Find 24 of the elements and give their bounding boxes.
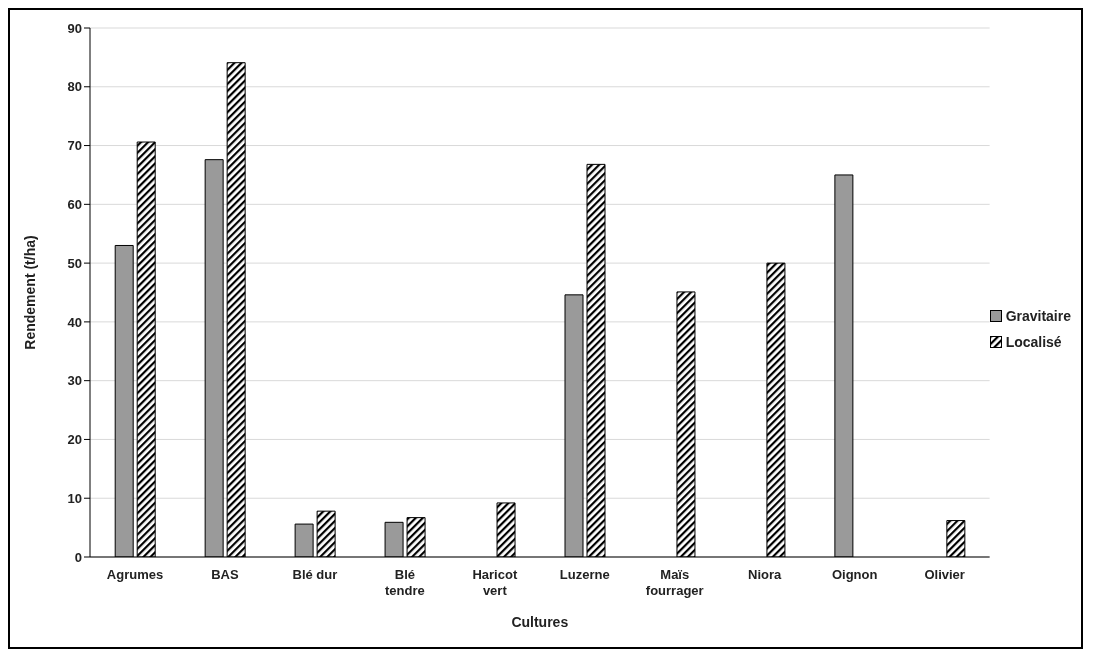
x-tick-label: Agrumes [106, 567, 164, 582]
x-tick-label: BAS [211, 567, 239, 582]
x-tick-label: Olivier [924, 567, 965, 582]
y-tick-label: 60 [67, 196, 82, 212]
y-tick-label: 20 [67, 432, 82, 448]
y-tick-label: 80 [67, 79, 82, 95]
y-axis-title: Rendement (t/ha) [21, 235, 38, 350]
x-tick-label: Oignon [831, 567, 878, 582]
y-tick-label: 70 [67, 138, 82, 154]
x-tick-label: Haricot vert [472, 567, 518, 598]
x-tick-label: Blé tendre [385, 567, 425, 598]
legend-label: Localisé [1004, 333, 1063, 350]
x-tick-label: Maïs fourrager [645, 567, 704, 598]
x-tick-label: Niora [748, 567, 783, 582]
legend-label: Gravitaire [1004, 307, 1071, 324]
y-tick-label: 90 [67, 20, 82, 36]
y-tick-label: 10 [67, 490, 82, 506]
y-tick-label: 30 [67, 373, 82, 389]
x-tick-label: Luzerne [559, 567, 610, 582]
y-tick-label: 50 [67, 255, 82, 271]
y-tick-label: 40 [67, 314, 82, 330]
x-tick-label: Blé dur [292, 567, 338, 582]
x-axis-title: Cultures [511, 614, 569, 630]
y-tick-label: 0 [74, 549, 82, 565]
